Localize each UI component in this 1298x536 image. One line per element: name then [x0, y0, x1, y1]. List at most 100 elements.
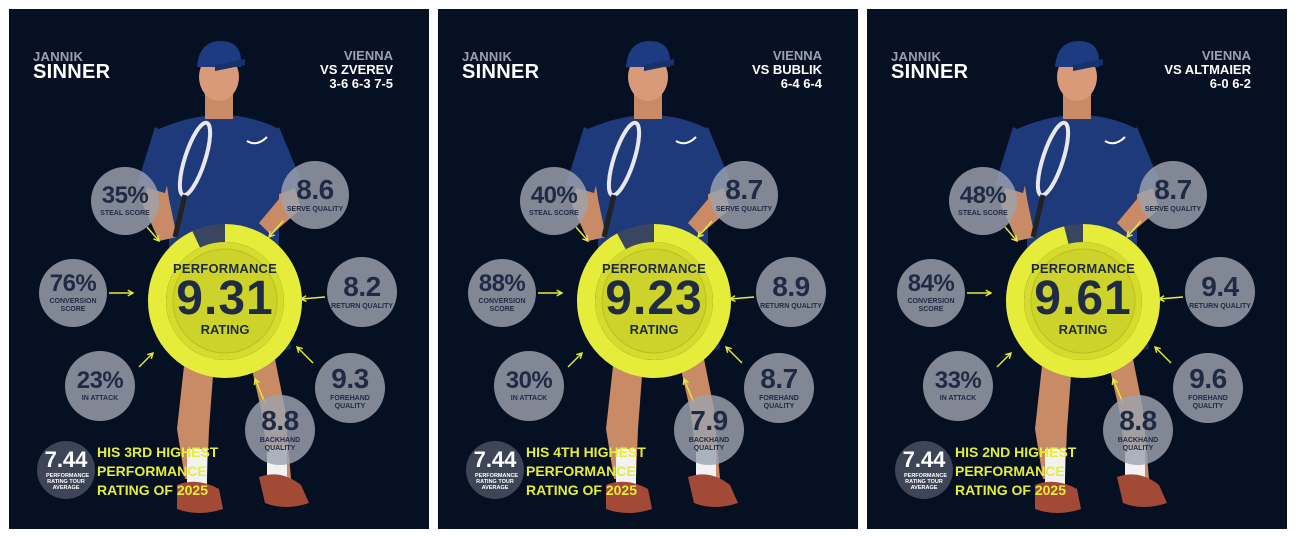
rating-ring-fill: [1006, 224, 1160, 378]
match-score: 3-6 6-3 7-5: [329, 76, 393, 91]
player-first-name: JANNIK: [891, 49, 942, 64]
in-attack-bubble-label: IN ATTACK: [510, 395, 548, 402]
in-attack-bubble-label: IN ATTACK: [81, 395, 119, 402]
serve-quality-bubble-value: 8.7: [1154, 174, 1192, 205]
forehand-quality-bubble-value: 9.6: [1189, 363, 1227, 394]
match-info: VIENNA VS ALTMAIER 6-0 6-2: [1164, 49, 1251, 91]
forehand-quality-bubble-label: FOREHAND QUALITY: [759, 395, 799, 410]
serve-quality-bubble-label: SERVE QUALITY: [286, 206, 344, 213]
steal-score-bubble-label: STEAL SCORE: [100, 210, 150, 217]
backhand-quality-bubble: 8.8 BACKHAND QUALITY: [245, 395, 315, 465]
steal-score-bubble-label: STEAL SCORE: [958, 210, 1008, 217]
tour-average-value: 7.44: [44, 447, 88, 472]
performance-rating-value: 9.61: [1034, 272, 1132, 325]
player-last-name: SINNER: [891, 61, 969, 83]
serve-quality-bubble-value: 8.7: [725, 174, 763, 205]
in-attack-bubble: 23% IN ATTACK: [65, 351, 135, 421]
in-attack-bubble: 30% IN ATTACK: [494, 351, 564, 421]
player-last-name: SINNER: [33, 61, 111, 83]
tour-average-badge: 7.44 PERFORMANCE RATING TOUR AVERAGE: [37, 441, 95, 499]
performance-label: PERFORMANCE: [601, 261, 707, 276]
serve-quality-bubble-label: SERVE QUALITY: [715, 206, 773, 213]
rating-ring: [577, 224, 731, 378]
rating-center: PERFORMANCE 9.31 RATING: [155, 261, 295, 337]
rating-label: RATING: [200, 322, 250, 337]
return-quality-bubble: 8.9 RETURN QUALITY: [756, 257, 826, 327]
performance-label: PERFORMANCE: [1030, 261, 1136, 276]
match-city: VIENNA: [343, 48, 393, 63]
match-score: 6-4 6-4: [780, 76, 822, 91]
match-info: VIENNA VS BUBLIK 6-4 6-4: [752, 49, 822, 91]
serve-quality-bubble-label: SERVE QUALITY: [1144, 206, 1202, 213]
rating-center: PERFORMANCE 9.23 RATING: [584, 261, 724, 337]
conversion-score-bubble-label: CONVERSION SCORE: [907, 298, 955, 313]
match-city: VIENNA: [1201, 48, 1251, 63]
ranking-headline: HIS 2ND HIGHEST PERFORMANCE RATING OF 20…: [955, 444, 1077, 498]
player-last-name: SINNER: [462, 61, 540, 83]
rating-ring-fill: [148, 224, 302, 378]
return-quality-bubble-value: 8.9: [772, 271, 810, 302]
tour-average-value: 7.44: [902, 447, 946, 472]
conversion-score-bubble: 88% CONVERSION SCORE: [468, 259, 536, 327]
conversion-score-bubble: 84% CONVERSION SCORE: [897, 259, 965, 327]
match-city: VIENNA: [772, 48, 822, 63]
rating-label: RATING: [1058, 322, 1108, 337]
player-rating-card-1: JANNIK SINNER VIENNA VS ZVEREV 3-6 6-3 7…: [9, 9, 429, 529]
backhand-quality-bubble-value: 8.8: [1119, 405, 1157, 436]
backhand-quality-bubble-label: BACKHAND QUALITY: [1117, 437, 1159, 452]
return-quality-bubble-label: RETURN QUALITY: [760, 303, 822, 310]
forehand-quality-bubble-label: FOREHAND QUALITY: [1188, 395, 1228, 410]
return-quality-bubble-label: RETURN QUALITY: [1189, 303, 1251, 310]
backhand-quality-bubble-value: 7.9: [690, 405, 728, 436]
steal-score-bubble: 35% STEAL SCORE: [91, 167, 159, 235]
backhand-quality-bubble-value: 8.8: [261, 405, 299, 436]
connector-arrows: [967, 220, 1184, 404]
return-quality-bubble-label: RETURN QUALITY: [331, 303, 393, 310]
backhand-quality-bubble-label: BACKHAND QUALITY: [259, 437, 301, 452]
return-quality-bubble-value: 9.4: [1201, 271, 1239, 302]
rating-ring: [148, 224, 302, 378]
steal-score-bubble: 40% STEAL SCORE: [520, 167, 588, 235]
steal-score-bubble-value: 40%: [530, 182, 578, 209]
tour-average-label: PERFORMANCE RATING TOUR AVERAGE: [46, 473, 90, 491]
serve-quality-bubble: 8.7 SERVE QUALITY: [710, 161, 778, 229]
match-opponent: VS ZVEREV: [320, 62, 393, 77]
performance-label: PERFORMANCE: [172, 261, 278, 276]
ranking-headline: HIS 3RD HIGHEST PERFORMANCE RATING OF 20…: [97, 444, 219, 498]
player-rating-card-2: JANNIK SINNER VIENNA VS BUBLIK 6-4 6-4: [438, 9, 858, 529]
conversion-score-bubble-label: CONVERSION SCORE: [478, 298, 526, 313]
forehand-quality-bubble-label: FOREHAND QUALITY: [330, 395, 370, 410]
conversion-score-bubble-label: CONVERSION SCORE: [49, 298, 97, 313]
conversion-score-bubble-value: 88%: [478, 270, 526, 297]
in-attack-bubble-value: 30%: [505, 367, 553, 394]
steal-score-bubble: 48% STEAL SCORE: [949, 167, 1017, 235]
in-attack-bubble: 33% IN ATTACK: [923, 351, 993, 421]
performance-rating-value: 9.23: [605, 272, 703, 325]
forehand-quality-bubble: 9.6 FOREHAND QUALITY: [1173, 353, 1243, 423]
forehand-quality-bubble-value: 8.7: [760, 363, 798, 394]
backhand-quality-bubble: 8.8 BACKHAND QUALITY: [1103, 395, 1173, 465]
forehand-quality-bubble-value: 9.3: [331, 363, 369, 394]
rating-center: PERFORMANCE 9.61 RATING: [1013, 261, 1153, 337]
tour-average-badge: 7.44 PERFORMANCE RATING TOUR AVERAGE: [466, 441, 524, 499]
forehand-quality-bubble: 8.7 FOREHAND QUALITY: [744, 353, 814, 423]
tour-average-value: 7.44: [473, 447, 517, 472]
serve-quality-bubble: 8.6 SERVE QUALITY: [281, 161, 349, 229]
performance-rating-value: 9.31: [176, 272, 274, 325]
match-opponent: VS ALTMAIER: [1164, 62, 1251, 77]
match-score: 6-0 6-2: [1209, 76, 1251, 91]
in-attack-bubble-label: IN ATTACK: [939, 395, 977, 402]
player-rating-card-3: JANNIK SINNER VIENNA VS ALTMAIER 6-0 6-2: [867, 9, 1287, 529]
player-first-name: JANNIK: [462, 49, 513, 64]
in-attack-bubble-value: 23%: [76, 367, 124, 394]
backhand-quality-bubble-label: BACKHAND QUALITY: [688, 437, 730, 452]
tour-average-label: PERFORMANCE RATING TOUR AVERAGE: [475, 473, 519, 491]
match-info: VIENNA VS ZVEREV 3-6 6-3 7-5: [320, 49, 393, 91]
rating-ring-fill: [577, 224, 731, 378]
match-opponent: VS BUBLIK: [751, 62, 822, 77]
steal-score-bubble-label: STEAL SCORE: [529, 210, 579, 217]
player-first-name: JANNIK: [33, 49, 84, 64]
connector-arrows: [109, 220, 326, 404]
steal-score-bubble-value: 48%: [959, 182, 1007, 209]
in-attack-bubble-value: 33%: [934, 367, 982, 394]
